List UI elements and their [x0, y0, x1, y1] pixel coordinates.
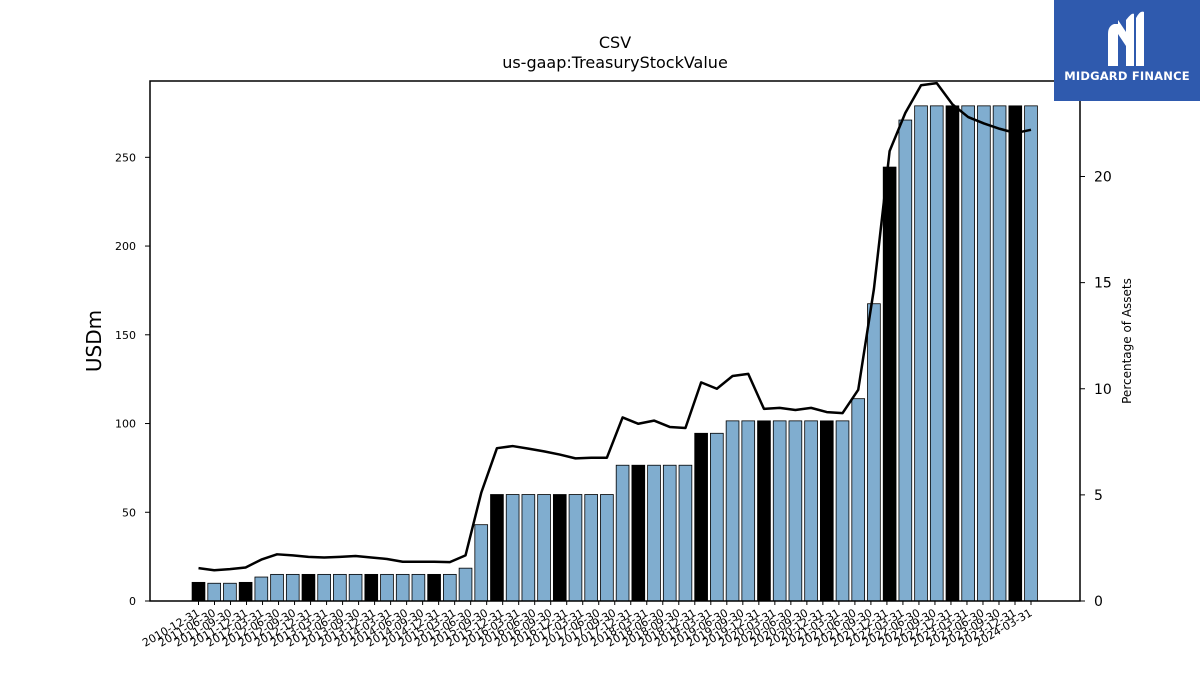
- right-tick-label: 20: [1094, 170, 1112, 186]
- chart-subtitle: us-gaap:TreasuryStockValue: [502, 53, 728, 72]
- right-tick-label: 0: [1094, 594, 1103, 610]
- left-tick-label: 50: [122, 506, 136, 519]
- left-tick-label: 0: [129, 595, 136, 608]
- bar-2022-09-30: [929, 105, 944, 602]
- bar-2023-09-30: [992, 105, 1007, 602]
- bar-2020-09-30: [804, 420, 818, 602]
- left-tick-label: 150: [115, 329, 136, 342]
- line-layer: [198, 81, 1032, 572]
- bar-2023-03-31: [961, 105, 975, 602]
- bar-2015-12-31: [505, 494, 520, 602]
- bar-2022-06-30: [914, 105, 928, 602]
- bar-2017-03-31: [584, 494, 598, 602]
- bars-layer: [191, 105, 1038, 602]
- bar-2022-12-31: [945, 105, 960, 602]
- bar-2016-12-31: [568, 494, 583, 602]
- bar-2016-06-30: [537, 494, 551, 602]
- bar-2011-03-31: [207, 582, 222, 602]
- bar-2020-12-31: [820, 420, 834, 602]
- left-axis: 0 50 100 150 200 250: [115, 151, 150, 608]
- bar-2023-12-31: [1008, 105, 1023, 602]
- bar-2016-09-30: [552, 494, 567, 602]
- left-tick-label: 200: [115, 240, 136, 253]
- bar-2014-12-31: [443, 573, 457, 602]
- bar-2011-12-31: [254, 576, 269, 602]
- bar-2011-09-30: [238, 581, 253, 602]
- bar-2012-06-30: [285, 573, 300, 602]
- bar-2015-09-30: [490, 494, 504, 602]
- right-axis: 0 5 10 15 20: [1080, 170, 1112, 610]
- bar-2015-06-30: [474, 524, 489, 602]
- bar-2017-09-30: [615, 464, 630, 602]
- chart-title: CSV: [599, 33, 631, 52]
- bar-2018-06-30: [662, 464, 677, 602]
- bar-2019-06-30: [725, 420, 740, 602]
- logo-text: MIDGARD FINANCE: [1064, 69, 1190, 83]
- bar-2019-09-30: [741, 420, 756, 602]
- left-tick-label: 250: [115, 151, 136, 164]
- bar-2017-12-31: [631, 464, 646, 602]
- bar-2021-12-31: [882, 166, 897, 602]
- bar-2020-03-31: [772, 420, 787, 602]
- bar-2021-03-31: [835, 420, 850, 602]
- bar-2022-03-31: [898, 119, 913, 602]
- bar-2018-03-31: [647, 464, 661, 602]
- bar-2014-03-31: [395, 573, 410, 602]
- right-tick-label: 5: [1094, 488, 1103, 504]
- right-tick-label: 10: [1094, 382, 1112, 398]
- bar-2013-12-31: [380, 573, 394, 602]
- y2-axis-label: Percentage of Assets: [1120, 278, 1134, 404]
- percentage-of-assets-line: [198, 81, 1032, 572]
- bar-2013-03-31: [333, 573, 347, 602]
- midgard-finance-logo: MIDGARD FINANCE: [1054, 0, 1200, 101]
- bar-2014-06-30: [411, 573, 426, 602]
- bar-2010-12-31: [191, 581, 206, 602]
- bar-2019-03-31: [710, 432, 724, 602]
- bar-2021-06-30: [851, 398, 866, 602]
- bar-2012-12-31: [317, 573, 331, 602]
- bar-2021-09-30: [867, 303, 881, 602]
- bar-2011-06-30: [223, 582, 237, 602]
- bar-2023-06-30: [977, 105, 991, 602]
- bar-2014-09-30: [427, 573, 441, 602]
- y-axis-label: USDm: [82, 310, 106, 372]
- bar-2013-06-30: [348, 573, 363, 602]
- bar-2015-03-31: [458, 567, 473, 602]
- bar-2016-03-31: [521, 494, 536, 602]
- bar-2017-06-30: [600, 494, 614, 602]
- bar-2012-09-30: [301, 573, 316, 602]
- logo-m-icon: [1108, 11, 1144, 67]
- bar-2020-06-30: [788, 420, 803, 602]
- right-tick-label: 15: [1094, 276, 1112, 292]
- bar-2018-12-31: [694, 432, 708, 602]
- bar-2024-03-31: [1024, 105, 1038, 602]
- bar-2018-09-30: [678, 464, 693, 602]
- left-tick-label: 100: [115, 418, 136, 431]
- bar-2019-12-31: [757, 420, 771, 602]
- x-axis: 2010-12-312011-06-302011-09-302011-12-31…: [140, 601, 1035, 650]
- bar-2012-03-31: [270, 573, 284, 602]
- bar-2013-09-30: [364, 573, 379, 602]
